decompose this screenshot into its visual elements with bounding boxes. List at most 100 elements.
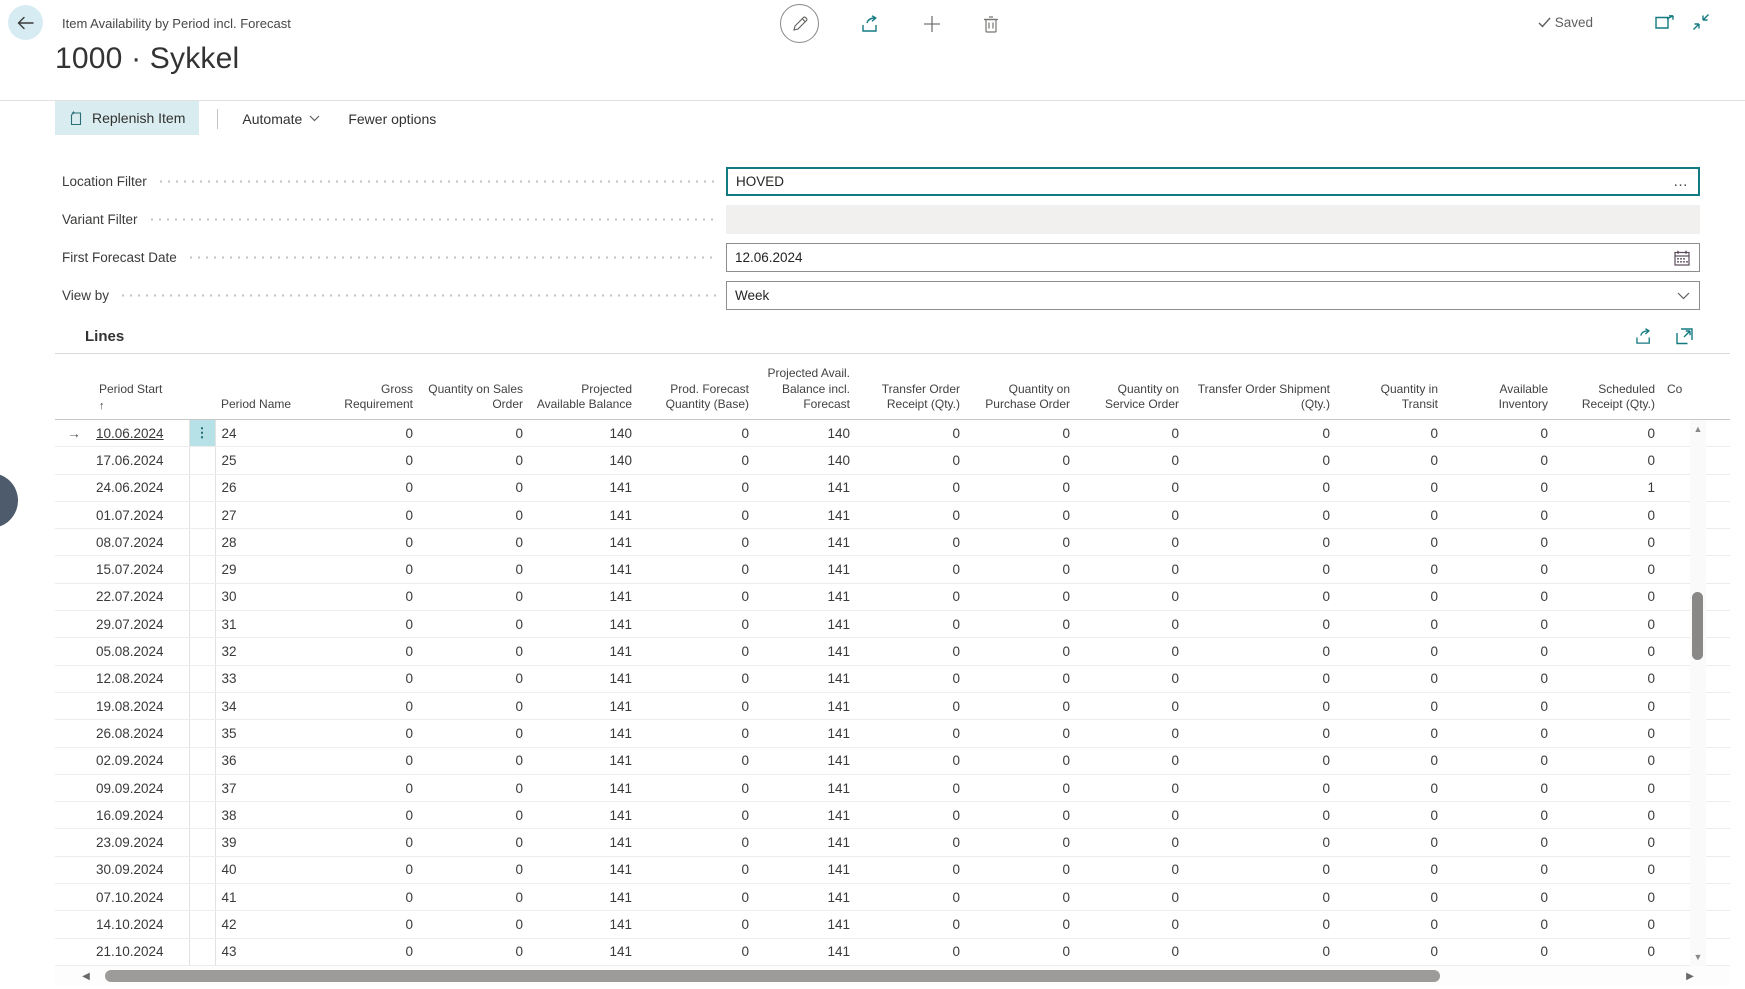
row-menu-cell[interactable] (188, 555, 216, 584)
row-menu-cell[interactable] (188, 474, 216, 502)
row-menu-cell[interactable] (188, 774, 216, 803)
period-start-link[interactable]: 23.09.2024 (96, 835, 164, 851)
period-start-link[interactable]: 12.08.2024 (96, 671, 164, 687)
column-header-scheduled-receipt-qty-[interactable]: Scheduled Receipt (Qty.) (1554, 353, 1661, 420)
fewer-options-link[interactable]: Fewer options (348, 110, 437, 127)
row-menu-cell[interactable]: ⋮ (188, 419, 216, 448)
row-menu-cell[interactable] (188, 665, 216, 693)
table-row[interactable]: → 10.06.2024 ⋮ 24 0 0 140 0 140 0 0 0 0 0 0 0 (55, 419, 1730, 448)
first-forecast-date-input[interactable]: 12.06.2024 (726, 243, 1700, 272)
column-header-period-start[interactable]: Period Start ↑ (93, 353, 189, 420)
period-start-link[interactable]: 21.10.2024 (96, 944, 164, 960)
table-row[interactable]: 01.07.2024 27 0 0 141 0 141 0 0 0 0 0 0 0 (55, 501, 1730, 530)
period-start-link[interactable]: 10.06.2024 (96, 425, 164, 441)
date-picker-button[interactable] (1674, 250, 1699, 266)
table-row[interactable]: 15.07.2024 29 0 0 141 0 141 0 0 0 0 0 0 0 (55, 555, 1730, 584)
row-menu-cell[interactable] (188, 528, 216, 557)
period-start-link[interactable]: 09.09.2024 (96, 780, 164, 796)
table-row[interactable]: 05.08.2024 32 0 0 141 0 141 0 0 0 0 0 0 0 (55, 637, 1730, 666)
row-menu-cell[interactable] (188, 883, 216, 912)
horizontal-scroll-thumb[interactable] (105, 970, 1440, 982)
scroll-up-arrow[interactable]: ▲ (1693, 424, 1703, 434)
column-header-projected-available-balance[interactable]: Projected Available Balance (529, 353, 638, 420)
row-menu-cell[interactable] (188, 828, 216, 857)
column-header-transfer-order-shipment-qty-[interactable]: Transfer Order Shipment (Qty.) (1185, 353, 1336, 420)
add-button[interactable] (923, 15, 941, 33)
period-start-link[interactable]: 02.09.2024 (96, 753, 164, 769)
variant-filter-input[interactable] (726, 205, 1700, 234)
period-start-link[interactable]: 24.06.2024 (96, 480, 164, 496)
table-row[interactable]: 08.07.2024 28 0 0 141 0 141 0 0 0 0 0 0 0 (55, 528, 1730, 557)
lines-expand-button[interactable] (1676, 328, 1693, 345)
period-start-link[interactable]: 30.09.2024 (96, 862, 164, 878)
row-menu-cell[interactable] (188, 938, 216, 966)
column-header-transfer-order-receipt-qty-[interactable]: Transfer Order Receipt (Qty.) (856, 353, 966, 420)
share-button[interactable] (861, 14, 881, 33)
table-row[interactable]: 12.08.2024 33 0 0 141 0 141 0 0 0 0 0 0 0 (55, 665, 1730, 693)
table-row[interactable]: 19.08.2024 34 0 0 141 0 141 0 0 0 0 0 0 0 (55, 692, 1730, 721)
popout-button[interactable] (1655, 14, 1674, 30)
side-panel-handle[interactable] (0, 473, 18, 528)
column-header-period-name[interactable]: Period Name (215, 353, 309, 420)
scroll-left-arrow[interactable]: ◀ (82, 970, 90, 982)
column-header-available-inventory[interactable]: Available Inventory (1444, 353, 1554, 420)
location-lookup-button[interactable]: … (1673, 174, 1698, 189)
period-start-link[interactable]: 29.07.2024 (96, 616, 164, 632)
view-by-select[interactable]: Week (726, 281, 1700, 310)
row-menu-cell[interactable] (188, 719, 216, 748)
column-header-truncated[interactable]: Co (1661, 353, 1730, 420)
table-row[interactable]: 09.09.2024 37 0 0 141 0 141 0 0 0 0 0 0 0 (55, 774, 1730, 803)
scroll-right-arrow[interactable]: ▶ (1686, 970, 1694, 982)
row-menu-cell[interactable] (188, 610, 216, 639)
table-row[interactable]: 17.06.2024 25 0 0 140 0 140 0 0 0 0 0 0 0 (55, 446, 1730, 475)
column-header-gross-requirement[interactable]: Gross Requirement (309, 353, 419, 420)
table-row[interactable]: 21.10.2024 43 0 0 141 0 141 0 0 0 0 0 0 0 (55, 938, 1730, 966)
row-menu-cell[interactable] (188, 583, 216, 612)
delete-button[interactable] (983, 15, 999, 33)
automate-menu[interactable]: Automate (236, 111, 326, 127)
column-header-quantity-on-sales-order[interactable]: Quantity on Sales Order (419, 353, 529, 420)
location-filter-input[interactable]: HOVED … (726, 167, 1700, 196)
column-header-prod-forecast-quantity-base-[interactable]: Prod. Forecast Quantity (Base) (638, 353, 755, 420)
horizontal-scrollbar[interactable]: ◀ ▶ (55, 966, 1730, 986)
table-row[interactable]: 16.09.2024 38 0 0 141 0 141 0 0 0 0 0 0 0 (55, 801, 1730, 830)
table-row[interactable]: 07.10.2024 41 0 0 141 0 141 0 0 0 0 0 0 0 (55, 883, 1730, 912)
vertical-scrollbar[interactable]: ▲ ▼ (1690, 420, 1706, 966)
row-menu-cell[interactable] (188, 637, 216, 666)
replenish-item-button[interactable]: Replenish Item (55, 101, 200, 135)
row-menu-cell[interactable] (188, 856, 216, 885)
period-start-link[interactable]: 05.08.2024 (96, 644, 164, 660)
edit-button[interactable] (780, 4, 819, 43)
column-header-projected-avail-balance-incl-forecast[interactable]: Projected Avail. Balance incl. Forecast (755, 353, 856, 420)
period-start-link[interactable]: 01.07.2024 (96, 507, 164, 523)
period-start-link[interactable]: 26.08.2024 (96, 725, 164, 741)
row-menu-cell[interactable] (188, 747, 216, 775)
table-row[interactable]: 29.07.2024 31 0 0 141 0 141 0 0 0 0 0 0 0 (55, 610, 1730, 639)
period-start-link[interactable]: 07.10.2024 (96, 889, 164, 905)
period-start-link[interactable]: 22.07.2024 (96, 589, 164, 605)
table-row[interactable]: 24.06.2024 26 0 0 141 0 141 0 0 0 0 0 0 1 (55, 474, 1730, 502)
row-menu-cell[interactable] (188, 910, 216, 939)
column-header-quantity-on-purchase-order[interactable]: Quantity on Purchase Order (966, 353, 1076, 420)
column-header-quantity-on-service-order[interactable]: Quantity on Service Order (1076, 353, 1185, 420)
table-row[interactable]: 02.09.2024 36 0 0 141 0 141 0 0 0 0 0 0 0 (55, 747, 1730, 775)
table-row[interactable]: 14.10.2024 42 0 0 141 0 141 0 0 0 0 0 0 0 (55, 910, 1730, 939)
vertical-scroll-thumb[interactable] (1692, 592, 1703, 660)
table-row[interactable]: 22.07.2024 30 0 0 141 0 141 0 0 0 0 0 0 0 (55, 583, 1730, 612)
scroll-down-arrow[interactable]: ▼ (1693, 952, 1703, 962)
period-start-link[interactable]: 14.10.2024 (96, 916, 164, 932)
lines-share-button[interactable] (1635, 328, 1654, 345)
row-menu-cell[interactable] (188, 801, 216, 830)
collapse-button[interactable] (1692, 13, 1710, 31)
table-row[interactable]: 23.09.2024 39 0 0 141 0 141 0 0 0 0 0 0 0 (55, 828, 1730, 857)
view-by-dropdown-button[interactable] (1677, 292, 1699, 300)
period-start-link[interactable]: 17.06.2024 (96, 452, 164, 468)
period-start-link[interactable]: 16.09.2024 (96, 807, 164, 823)
table-row[interactable]: 26.08.2024 35 0 0 141 0 141 0 0 0 0 0 0 0 (55, 719, 1730, 748)
table-row[interactable]: 30.09.2024 40 0 0 141 0 141 0 0 0 0 0 0 0 (55, 856, 1730, 885)
column-header-quantity-in-transit[interactable]: Quantity in Transit (1336, 353, 1444, 420)
row-menu-cell[interactable] (188, 446, 216, 475)
period-start-link[interactable]: 19.08.2024 (96, 698, 164, 714)
row-menu-cell[interactable] (188, 501, 216, 530)
row-menu-cell[interactable] (188, 692, 216, 721)
